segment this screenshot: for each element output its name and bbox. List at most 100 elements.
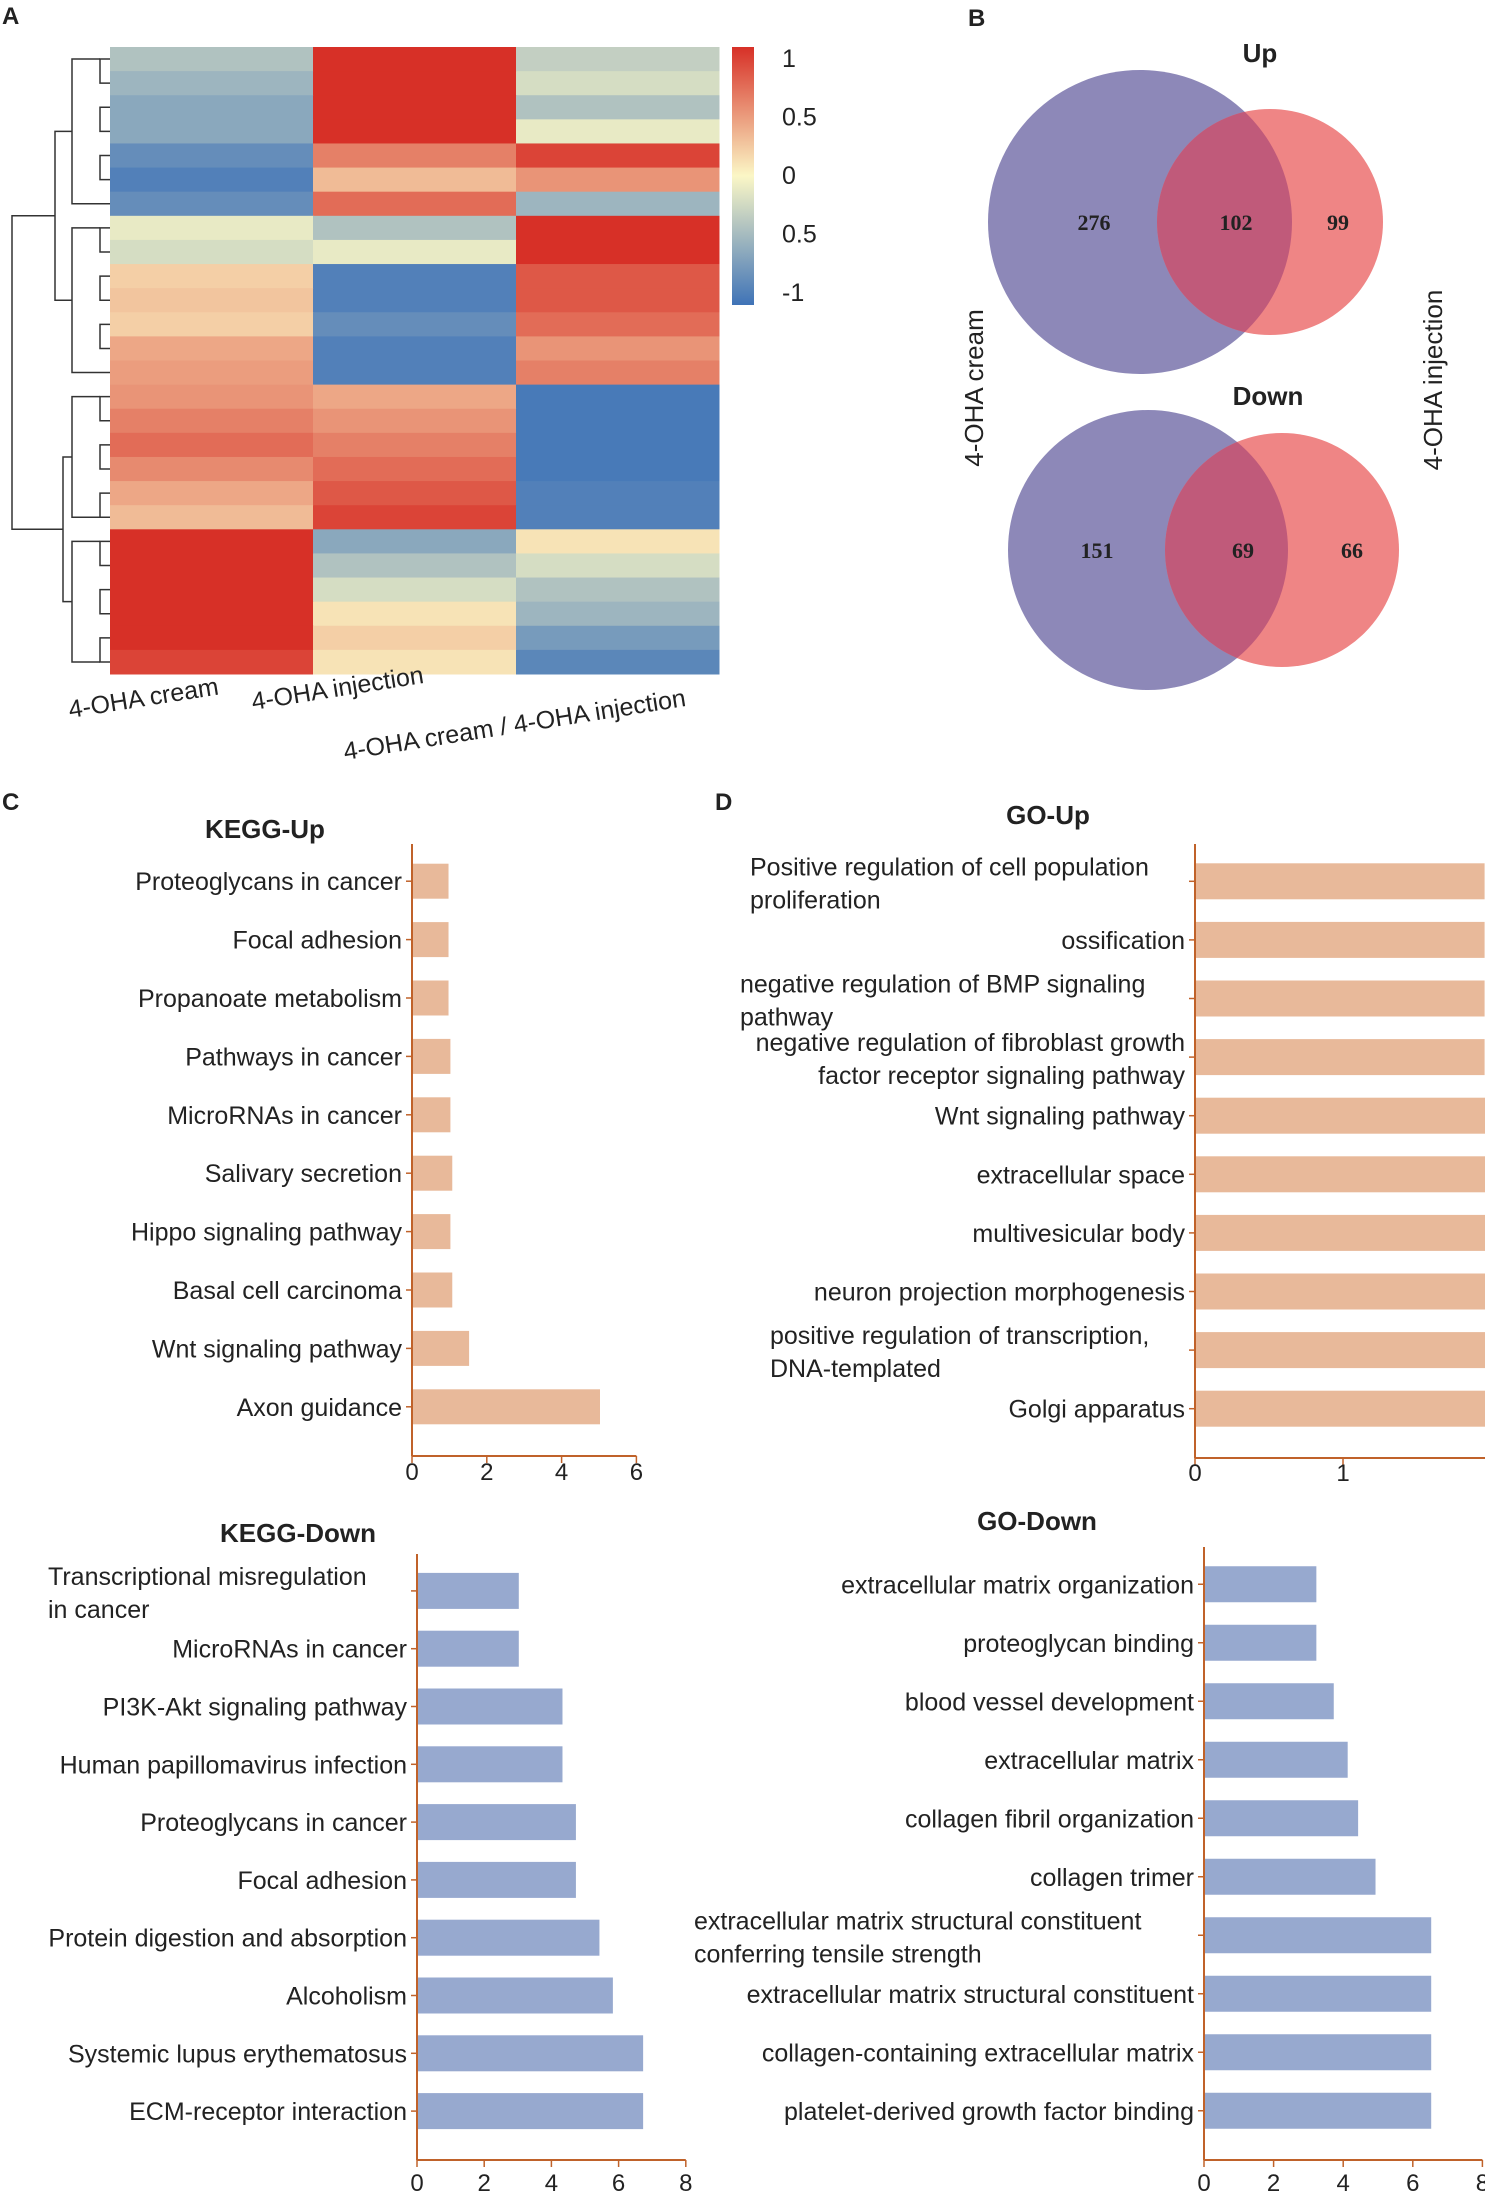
- heatmap-cell: [516, 577, 720, 603]
- x-tick-label: 0: [410, 2170, 423, 2196]
- colorbar-tick-label: 0: [782, 162, 796, 190]
- dendrogram-branch: [99, 154, 110, 181]
- bar: [1205, 1975, 1432, 2012]
- heatmap-cell: [110, 505, 314, 530]
- category-label: Pathways in cancer: [185, 1043, 402, 1071]
- category-label-line: negative regulation of fibroblast growth: [756, 1029, 1185, 1057]
- category-label: negative regulation of BMP signaling path…: [740, 971, 1145, 1032]
- bar: [413, 1389, 600, 1425]
- heatmap-cell: [313, 71, 517, 96]
- heatmap-colorbar: 1 0.5 0 0.5 -1: [732, 45, 817, 307]
- heatmap-cell: [313, 47, 517, 72]
- category-label-line: positive regulation of transcription,: [770, 1322, 1149, 1350]
- chart-title: KEGG-Up: [205, 814, 325, 844]
- category-label: Basal cell carcinoma: [173, 1277, 402, 1305]
- category-label: Focal adhesion: [232, 927, 402, 955]
- bar: [1205, 2034, 1432, 2071]
- x-tick-label: 2: [478, 2170, 491, 2196]
- category-label: Wnt signaling pathway: [935, 1103, 1186, 1131]
- panel-letter-d: D: [715, 789, 732, 816]
- heatmap-cell: [313, 529, 517, 554]
- bar: [413, 1155, 453, 1191]
- category-label: extracellular matrix structural constitu…: [747, 1981, 1194, 2009]
- heatmap-cell: [516, 167, 720, 193]
- category-label: proteoglycan binding: [963, 1630, 1194, 1658]
- heatmap-cell: [516, 119, 720, 144]
- heatmap-cell: [110, 649, 314, 675]
- chart-title: GO-Down: [977, 1506, 1097, 1536]
- bar: [1205, 1917, 1432, 1954]
- heatmap-cell: [110, 529, 314, 554]
- dendrogram-branch: [71, 395, 100, 518]
- heatmap-cell: [516, 47, 720, 72]
- dendrogram-branch: [99, 227, 110, 253]
- x-tick-label: 4: [545, 2170, 558, 2196]
- category-label: ECM-receptor interaction: [129, 2098, 407, 2126]
- heatmap-cell: [516, 191, 720, 217]
- heatmap-cell: [313, 601, 517, 627]
- category-label: collagen fibril organization: [905, 1805, 1194, 1833]
- heatmap-cell: [110, 360, 314, 386]
- venn-set-label-left: 4-OHA cream: [959, 309, 989, 467]
- venn-count: 276: [1078, 210, 1111, 235]
- category-label: MicroRNAs in cancer: [167, 1102, 402, 1130]
- dendrogram-branch: [71, 227, 100, 374]
- chart-title: KEGG-Down: [220, 1518, 376, 1548]
- dendrogram-branch: [71, 58, 100, 205]
- heatmap-cell: [313, 432, 517, 458]
- panel-letter-a: A: [2, 3, 19, 30]
- category-label: Hippo signaling pathway: [131, 1219, 403, 1247]
- heatmap-cell: [313, 119, 517, 144]
- category-label: multivesicular body: [972, 1220, 1185, 1248]
- category-label: neuron projection morphogenesis: [814, 1279, 1185, 1307]
- heatmap-cell: [313, 456, 517, 482]
- bar: [413, 1097, 451, 1133]
- category-label-line: pathway: [740, 1004, 834, 1032]
- category-label: Golgi apparatus: [1008, 1396, 1185, 1424]
- category-label: Salivary secretion: [205, 1160, 402, 1188]
- bar: [1205, 2092, 1432, 2129]
- heatmap-cell: [110, 167, 314, 193]
- bar: [1196, 1097, 1485, 1134]
- category-label: Protein digestion and absorption: [48, 1925, 407, 1953]
- category-label: MicroRNAs in cancer: [172, 1636, 407, 1664]
- heatmap-cell: [110, 336, 314, 361]
- bar-chart-kegg-down: KEGG-Down Transcriptional misregulation in…: [48, 1518, 692, 2196]
- heatmap-cell: [516, 505, 720, 530]
- category-label-line: Positive regulation of cell population: [750, 853, 1149, 881]
- heatmap-cell: [516, 239, 720, 265]
- heatmap-cell: [516, 384, 720, 410]
- heatmap-cell: [110, 264, 314, 289]
- dendrogram-branch: [99, 637, 110, 663]
- heatmap-cell: [110, 408, 314, 434]
- category-label: blood vessel development: [905, 1688, 1194, 1716]
- bar: [1205, 1800, 1359, 1837]
- heatmap-cell: [110, 95, 314, 120]
- x-tick-label: 6: [1406, 2170, 1419, 2196]
- venn-down: Down 151 69 66: [1008, 381, 1399, 690]
- heatmap-cell: [313, 143, 517, 169]
- colorbar-tick-label: 1: [782, 45, 796, 73]
- heatmap-cell: [516, 481, 720, 506]
- bar: [1205, 1683, 1334, 1720]
- category-label-line: factor receptor signaling pathway: [818, 1062, 1185, 1090]
- heatmap-cell: [313, 215, 517, 241]
- heatmap-cell: [110, 456, 314, 482]
- heatmap-column-label: 4-OHA cream / 4-OHA injection: [342, 684, 688, 766]
- venn-set-label-right: 4-OHA injection: [1418, 290, 1448, 471]
- bar: [413, 922, 449, 958]
- dendrogram-branch: [99, 540, 110, 567]
- bar: [1196, 1156, 1485, 1193]
- venn-count: 99: [1327, 210, 1349, 235]
- category-label-line: Transcriptional misregulation: [48, 1563, 367, 1591]
- chart-title: GO-Up: [1006, 800, 1090, 830]
- heatmap-cell: [110, 288, 314, 313]
- x-tick-label: 4: [555, 1459, 568, 1486]
- heatmap-cell: [516, 432, 720, 458]
- bar: [413, 1272, 453, 1308]
- heatmap-cells: [110, 47, 720, 675]
- heatmap-cell: [110, 384, 314, 410]
- bar: [1205, 1858, 1376, 1895]
- category-label: Positive regulation of cell population pr…: [750, 853, 1149, 914]
